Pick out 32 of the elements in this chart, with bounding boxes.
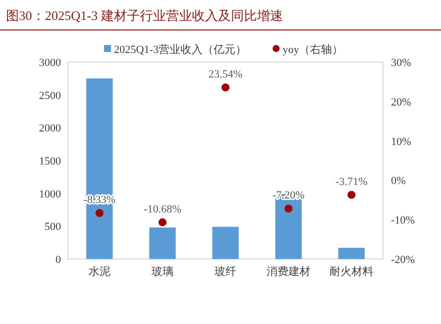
point [348, 190, 356, 199]
y-tick-label: 1500 [39, 156, 62, 168]
y2-tick-label: 10% [391, 136, 412, 148]
bar [149, 227, 176, 259]
chart-title: 图30：2025Q1-3 建材子行业营业收入及同比增速 [6, 8, 283, 23]
y2-tick-label: 20% [391, 96, 412, 108]
x-tick-label: 消费建材 [266, 265, 310, 278]
x-tick-label: 耐火材料 [330, 265, 374, 278]
point [96, 209, 104, 218]
bar [338, 248, 365, 259]
point [222, 83, 230, 92]
y2-tick-label: -10% [391, 214, 415, 227]
data-label: -3.71% [335, 176, 368, 188]
y-tick-label: 0 [56, 254, 62, 266]
y2-tick-label: 30% [391, 57, 412, 69]
y-tick-label: 2500 [39, 90, 62, 102]
y2-tick-label: 0% [391, 175, 406, 188]
data-label: 23.54% [208, 68, 242, 80]
point [284, 204, 292, 213]
point [158, 218, 166, 226]
y-tick-label: 3000 [39, 57, 62, 69]
y-tick-label: 2000 [39, 122, 62, 135]
data-label: -10.68% [144, 203, 182, 216]
legend-label: 2025Q1-3营业收入（亿元） [114, 43, 247, 56]
x-tick-label: 玻纤 [214, 265, 236, 278]
bar [212, 226, 239, 259]
x-tick-label: 水泥 [88, 265, 110, 278]
y2-tick-label: -20% [391, 254, 415, 266]
x-tick-label: 玻璃 [152, 265, 174, 278]
y-tick-label: 500 [44, 221, 62, 234]
y-tick-label: 1000 [39, 188, 62, 200]
legend-label: yoy（右轴） [282, 43, 344, 56]
